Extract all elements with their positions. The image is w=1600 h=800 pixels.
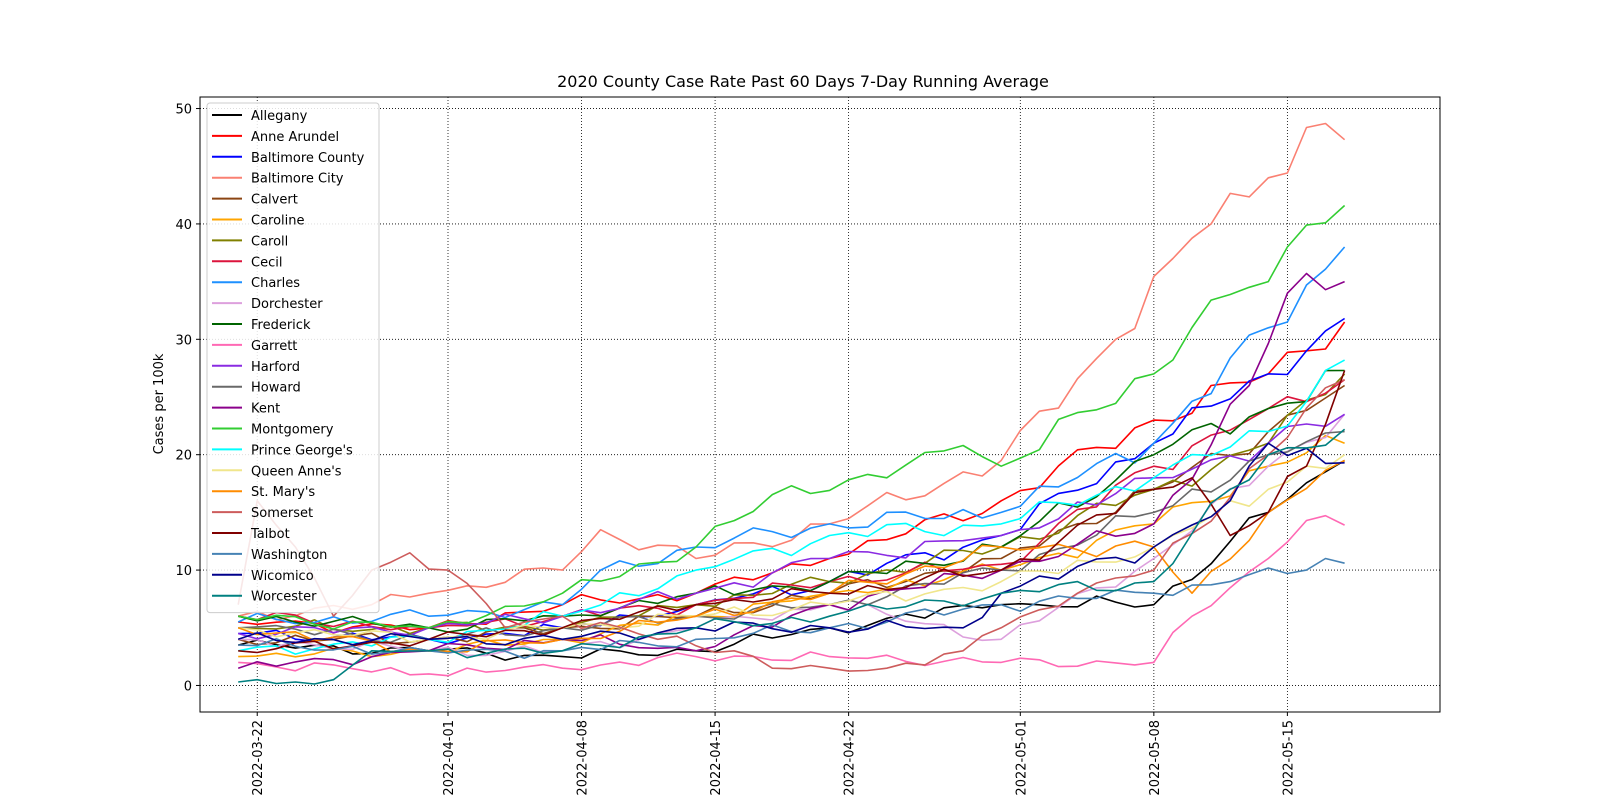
legend-label-allegany: Allegany bbox=[251, 109, 308, 124]
y-tick-label: 30 bbox=[175, 333, 192, 348]
y-tick-label: 0 bbox=[184, 679, 192, 694]
y-axis: 0 10 20 30 40 50 bbox=[175, 103, 200, 694]
legend-label-prince-george-s: Prince George's bbox=[251, 443, 353, 458]
legend-label-washington: Washington bbox=[251, 548, 327, 563]
legend-label-harford: Harford bbox=[251, 360, 300, 375]
legend-label-caroll: Caroll bbox=[251, 234, 288, 249]
series-line-anne-arundel bbox=[238, 321, 1346, 634]
legend-label-queen-anne-s: Queen Anne's bbox=[251, 464, 342, 479]
legend-label-howard: Howard bbox=[251, 381, 301, 396]
legend-label-montgomery: Montgomery bbox=[251, 423, 334, 438]
x-axis: 2022-03-22 2022-04-01 2022-04-08 2022-04-15… bbox=[251, 712, 1296, 796]
series-line-garrett bbox=[238, 514, 1345, 677]
series-line-baltimore-city bbox=[238, 122, 1346, 621]
legend-label-garrett: Garrett bbox=[251, 339, 297, 354]
legend-label-anne-arundel: Anne Arundel bbox=[251, 130, 339, 145]
legend-label-baltimore-county: Baltimore County bbox=[251, 151, 365, 166]
x-tick-label: 2022-03-22 bbox=[251, 720, 266, 796]
legend-label-worcester: Worcester bbox=[251, 590, 317, 605]
legend-label-wicomico: Wicomico bbox=[251, 569, 314, 584]
series-line-montgomery bbox=[238, 204, 1346, 630]
chart-title: 2020 County Case Rate Past 60 Days 7-Day… bbox=[557, 72, 1049, 91]
legend-box bbox=[206, 102, 380, 614]
legend-label-baltimore-city: Baltimore City bbox=[251, 172, 344, 187]
series-line-talbot bbox=[238, 370, 1346, 654]
legend-label-talbot: Talbot bbox=[250, 527, 290, 542]
y-tick-label: 10 bbox=[175, 564, 192, 579]
x-tick-label: 2022-05-15 bbox=[1281, 720, 1296, 796]
legend-label-dorchester: Dorchester bbox=[251, 297, 323, 312]
x-tick-label: 2022-04-01 bbox=[442, 720, 457, 796]
y-axis-label: Cases per 100k bbox=[152, 353, 167, 454]
legend-label-frederick: Frederick bbox=[251, 318, 311, 333]
series-line-somerset bbox=[237, 378, 1345, 672]
series-line-harford bbox=[237, 413, 1346, 640]
series-line-wicomico bbox=[237, 442, 1345, 646]
x-tick-label: 2022-04-22 bbox=[843, 720, 858, 796]
x-tick-label: 2022-05-08 bbox=[1148, 720, 1163, 796]
series-line-worcester bbox=[238, 428, 1346, 685]
legend-label-charles: Charles bbox=[251, 276, 300, 291]
plot-frame bbox=[199, 96, 1441, 713]
legend-label-cecil: Cecil bbox=[251, 255, 282, 270]
legend-label-kent: Kent bbox=[251, 402, 280, 417]
legend-label-st-mary-s: St. Mary's bbox=[251, 485, 315, 500]
legend: Allegany Anne Arundel Baltimore County Balt… bbox=[206, 102, 380, 614]
y-tick-label: 50 bbox=[175, 103, 192, 118]
y-tick-label: 40 bbox=[175, 218, 192, 233]
x-tick-label: 2022-04-15 bbox=[709, 720, 724, 796]
x-tick-label: 2022-05-01 bbox=[1014, 720, 1029, 796]
legend-label-caroline: Caroline bbox=[251, 214, 305, 229]
y-tick-label: 20 bbox=[175, 449, 192, 464]
series-line-charles bbox=[237, 246, 1346, 625]
legend-label-somerset: Somerset bbox=[251, 506, 313, 521]
legend-label-calvert: Calvert bbox=[251, 193, 298, 208]
series-layer bbox=[237, 122, 1346, 685]
x-tick-label: 2022-04-08 bbox=[576, 720, 591, 796]
